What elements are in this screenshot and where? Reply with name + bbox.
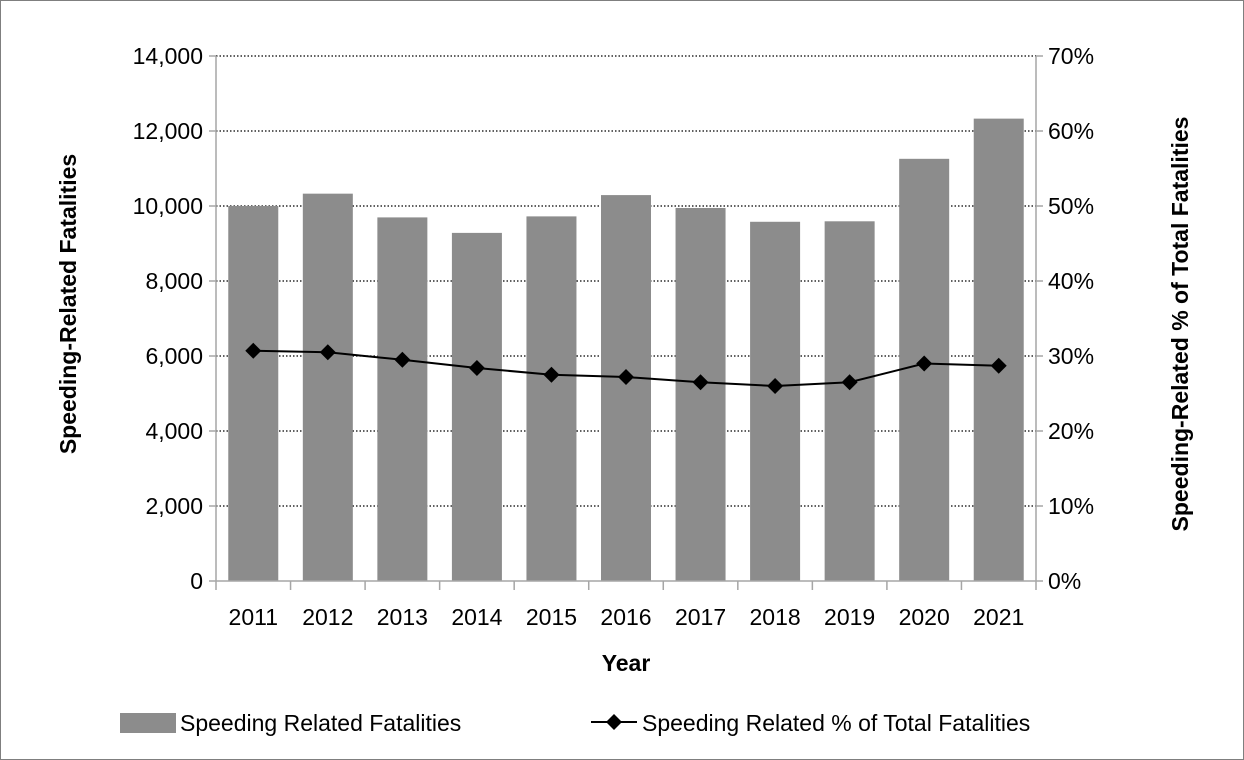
y2-tick-label: 30% <box>1048 343 1094 369</box>
y2-tick-label: 20% <box>1048 418 1094 444</box>
point-2011 <box>245 342 262 359</box>
point-2015 <box>543 366 560 383</box>
point-2017 <box>692 374 709 391</box>
x-tick-label: 2013 <box>377 604 428 630</box>
x-tick-label: 2019 <box>824 604 875 630</box>
legend: Speeding Related Fatalities Speeding Rel… <box>120 710 1030 736</box>
point-2018 <box>767 378 784 394</box>
bar-2021 <box>973 118 1024 581</box>
y2-tick-label: 50% <box>1048 193 1094 219</box>
bar-2011 <box>228 205 279 581</box>
y2-axis-title: Speeding-Related % of Total Fatalities <box>1167 117 1193 532</box>
axes <box>209 55 1043 590</box>
point-2012 <box>319 344 336 361</box>
point-2020 <box>916 355 933 372</box>
legend-diamond-marker <box>606 714 622 730</box>
bar-2014 <box>451 232 502 581</box>
legend-bar-label: Speeding Related Fatalities <box>180 710 461 736</box>
bar-2018 <box>750 221 801 581</box>
y-tick-label: 14,000 <box>133 43 203 69</box>
bar-2016 <box>601 195 651 581</box>
bar-series <box>228 118 1024 582</box>
y-tick-label: 2,000 <box>145 493 203 519</box>
y2-tick-label: 0% <box>1048 568 1081 594</box>
x-tick-label: 2018 <box>750 604 801 630</box>
bar-2012 <box>302 193 353 581</box>
x-tick-label: 2014 <box>451 604 502 630</box>
y-axis-title: Speeding-Related Fatalities <box>55 154 81 454</box>
point-2021 <box>990 357 1007 374</box>
y2-tick-label: 10% <box>1048 493 1094 519</box>
bar-2019 <box>824 221 875 582</box>
y2-tick-label: 40% <box>1048 268 1094 294</box>
bar-2017 <box>675 207 726 582</box>
x-tick-label: 2020 <box>899 604 950 630</box>
legend-bar-swatch <box>120 713 176 733</box>
x-tick-label: 2016 <box>600 604 651 630</box>
point-2019 <box>841 374 858 391</box>
bar-2015 <box>526 216 577 581</box>
y-tick-label: 8,000 <box>145 268 203 294</box>
point-2014 <box>468 360 485 376</box>
x-tick-label: 2017 <box>675 604 726 630</box>
legend-line-label: Speeding Related % of Total Fatalities <box>642 710 1030 736</box>
y-tick-label: 10,000 <box>133 193 203 219</box>
y-tick-label: 4,000 <box>145 418 203 444</box>
bar-2013 <box>377 217 428 581</box>
x-tick-label: 2011 <box>229 604 278 630</box>
x-tick-label: 2012 <box>302 604 353 630</box>
y2-tick-label: 60% <box>1048 118 1094 144</box>
y-tick-label: 6,000 <box>145 343 203 369</box>
y-tick-label: 0 <box>190 568 203 594</box>
point-2016 <box>618 369 634 385</box>
x-axis-title: Year <box>602 650 651 676</box>
y-tick-label: 12,000 <box>133 118 203 144</box>
point-2013 <box>394 351 411 368</box>
line-series <box>245 342 1007 394</box>
tick-labels: 0 2,000 4,000 6,000 8,000 10,000 12,000 14,000 0… <box>133 43 1094 630</box>
x-tick-label: 2021 <box>973 604 1024 630</box>
y2-tick-label: 70% <box>1048 43 1094 69</box>
x-tick-label: 2015 <box>526 604 577 630</box>
